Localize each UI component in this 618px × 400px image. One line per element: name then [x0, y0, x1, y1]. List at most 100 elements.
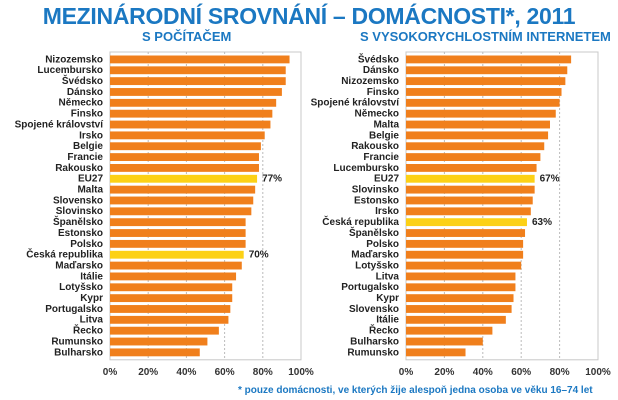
bar: [110, 77, 286, 86]
category-label: Polsko: [70, 239, 103, 250]
category-label: Slovensko: [349, 304, 399, 315]
bar: [406, 250, 524, 259]
category-label: Itálie: [80, 271, 103, 282]
category-label: Maďarsko: [351, 250, 399, 261]
bar: [406, 196, 533, 205]
left-chart-subtitle: S POČÍTAČEM: [142, 29, 232, 44]
x-tick-label: 20%: [434, 367, 454, 378]
bar: [110, 164, 259, 172]
category-label: Itálie: [376, 315, 399, 326]
category-label: Estonsko: [354, 195, 399, 206]
bar: [110, 305, 231, 313]
category-label: Litva: [80, 315, 104, 326]
data-label: 63%: [532, 217, 552, 228]
bar: [110, 131, 265, 140]
bar: [406, 229, 526, 237]
bar: [110, 250, 244, 259]
category-label: Rakousko: [55, 163, 103, 174]
bar: [406, 164, 537, 172]
category-label: Německo: [355, 109, 399, 120]
bar: [110, 261, 242, 270]
footnote: * pouze domácnosti, ve kterých žije ales…: [238, 385, 593, 396]
bar: [110, 337, 208, 346]
bar: [406, 272, 516, 281]
category-label: Kypr: [376, 293, 399, 304]
bar: [406, 337, 483, 346]
bar: [406, 109, 556, 118]
category-label: Malta: [373, 119, 399, 130]
bar: [406, 294, 514, 303]
bar: [406, 326, 493, 335]
category-label: Malta: [77, 185, 103, 196]
category-label: Lucembursko: [333, 163, 399, 174]
bar: [110, 283, 233, 292]
plot-area: [405, 51, 599, 361]
bar: [406, 77, 566, 86]
bar: [406, 120, 550, 129]
category-label: Nizozemsko: [45, 54, 103, 65]
chart-title: MEZINÁRODNÍ SROVNÁNÍ – DOMÁCNOSTI*, 2011: [42, 3, 576, 29]
bar: [110, 207, 252, 216]
bar: [110, 196, 254, 205]
category-label: Švédsko: [62, 74, 103, 87]
bar: [110, 315, 229, 324]
category-label: Bulharsko: [350, 336, 399, 347]
category-label: Kypr: [80, 293, 103, 304]
x-tick-label: 20%: [138, 367, 158, 378]
bar: [406, 261, 522, 270]
category-label: Belgie: [369, 130, 399, 141]
category-label: Rakousko: [351, 141, 399, 152]
bar: [406, 66, 568, 75]
category-label: Maďarsko: [55, 260, 103, 271]
bar: [110, 294, 233, 303]
category-label: Španělsko: [349, 226, 399, 239]
category-label: Španělsko: [53, 215, 103, 228]
bar: [406, 174, 535, 183]
bar: [406, 239, 524, 248]
category-label: Irsko: [375, 206, 399, 217]
category-label: Česká republika: [322, 215, 399, 228]
bar: [110, 55, 290, 64]
bar: [406, 98, 560, 107]
category-label: Rumunsko: [347, 347, 399, 358]
bar: [110, 272, 237, 281]
category-label: Rumunsko: [51, 336, 103, 347]
category-label: Portugalsko: [45, 304, 103, 315]
category-label: Česká republika: [26, 248, 103, 261]
category-label: Polsko: [366, 239, 399, 250]
bar: [110, 174, 258, 183]
x-tick-label: 40%: [473, 367, 493, 378]
bar: [110, 239, 246, 248]
bar: [110, 348, 200, 357]
bar: [406, 315, 506, 324]
bar: [110, 66, 286, 75]
category-label: Slovensko: [53, 195, 103, 206]
category-label: Lotyšsko: [59, 282, 103, 293]
category-label: Francie: [363, 152, 399, 163]
bar: [110, 98, 277, 107]
bar: [110, 229, 246, 237]
bar: [110, 326, 219, 335]
bar: [406, 142, 545, 151]
category-label: Švédsko: [358, 52, 399, 65]
x-tick-label: 60%: [215, 367, 235, 378]
category-label: Řecko: [73, 324, 103, 337]
bar: [406, 55, 572, 64]
category-label: EU27: [78, 174, 103, 185]
category-label: Bulharsko: [54, 347, 103, 358]
category-label: Řecko: [369, 324, 399, 337]
bar: [110, 218, 246, 227]
bar: [406, 207, 531, 216]
category-label: Slovinsko: [352, 185, 399, 196]
category-label: Belgie: [73, 141, 103, 152]
category-label: Dánsko: [67, 87, 103, 98]
category-label: Spojené království: [15, 119, 105, 130]
category-label: Estonsko: [58, 228, 103, 239]
x-tick-label: 100%: [288, 367, 314, 378]
x-tick-label: 80%: [550, 367, 570, 378]
category-label: Nizozemsko: [341, 76, 399, 87]
data-label: 67%: [540, 174, 560, 185]
bar: [406, 185, 535, 194]
category-label: Finsko: [367, 87, 399, 98]
